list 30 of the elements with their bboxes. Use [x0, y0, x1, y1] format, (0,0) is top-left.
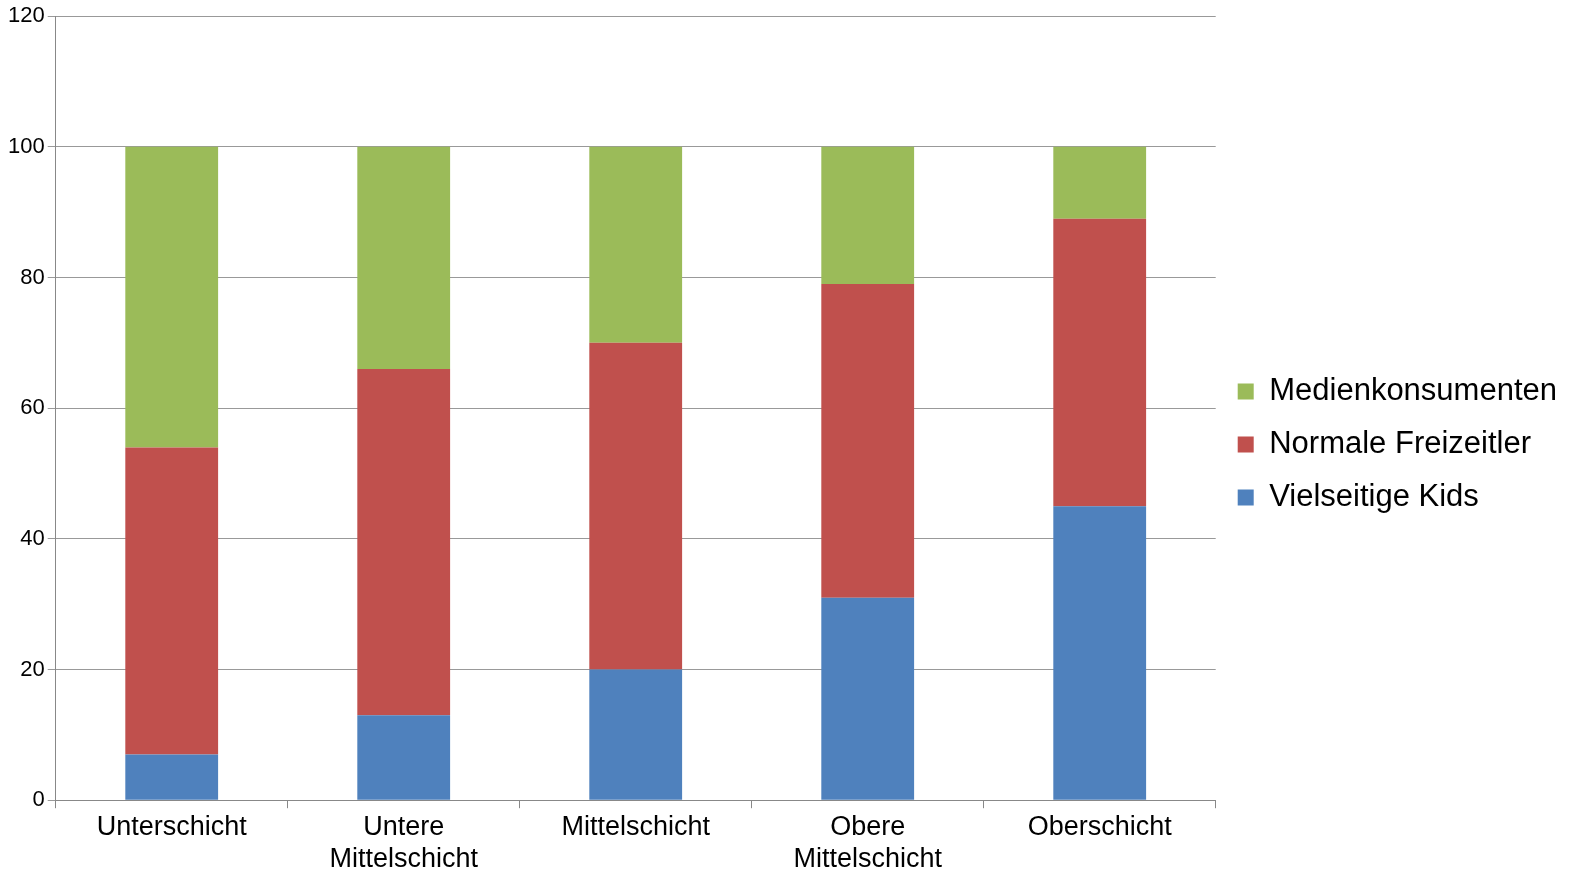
y-tick-label: 100 — [7, 132, 45, 158]
y-tick-label: 40 — [20, 524, 45, 550]
bar — [589, 342, 683, 670]
x-tick-label: Unterschicht — [96, 810, 248, 841]
legend-label: Vielseitige Kids — [1269, 478, 1479, 514]
x-tick-label: Oberschicht — [1027, 810, 1173, 841]
bar — [589, 146, 683, 343]
x-tick-label: Mittelschicht — [561, 810, 711, 841]
bar — [357, 146, 451, 369]
bar — [821, 597, 915, 800]
y-tick-label: 80 — [20, 263, 45, 289]
bar — [125, 146, 219, 448]
bar — [125, 754, 219, 800]
bar — [125, 447, 219, 755]
y-tick-label: 120 — [7, 2, 45, 28]
x-tick-label: Obere Mittelschicht — [793, 810, 943, 874]
bar — [357, 369, 451, 716]
legend-label: Normale Freizeitler — [1269, 425, 1532, 461]
legend-label: Medienkonsumenten — [1269, 372, 1557, 408]
x-tick-label: Untere Mittelschicht — [329, 810, 479, 874]
bar — [589, 669, 683, 800]
bar — [821, 146, 915, 285]
bar — [821, 284, 915, 598]
bar — [1053, 506, 1147, 800]
bar — [1053, 218, 1147, 507]
y-tick-label: 0 — [32, 786, 45, 812]
bar — [1053, 146, 1147, 219]
y-tick-label: 60 — [20, 394, 45, 420]
y-tick-label: 20 — [20, 655, 45, 681]
bar — [357, 715, 451, 800]
